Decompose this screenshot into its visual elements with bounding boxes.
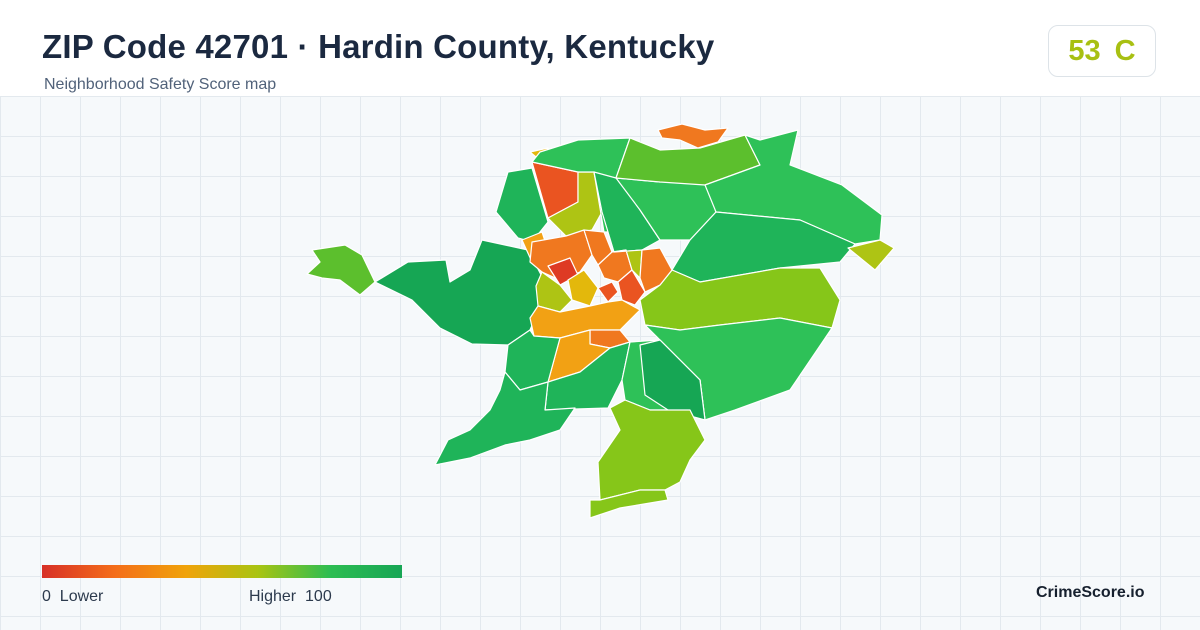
legend-min-value: 0 <box>42 588 51 605</box>
legend-max-label: Higher <box>249 588 297 605</box>
safety-score-badge: 53 C <box>1048 25 1156 77</box>
neighborhood-east-edge[interactable] <box>847 239 895 271</box>
neighborhood-polygons <box>306 123 895 519</box>
neighborhood-south-dark[interactable] <box>639 339 706 421</box>
neighborhood-core-east-orange[interactable] <box>639 247 673 293</box>
neighborhood-core-yellow-b[interactable] <box>567 269 599 307</box>
safety-score-grade: C <box>1114 34 1136 67</box>
neighborhood-core-center-red[interactable] <box>597 281 619 303</box>
page-title: ZIP Code 42701 · Hardin County, Kentucky <box>42 28 715 65</box>
neighborhood-west-far[interactable] <box>374 239 549 346</box>
legend-color-ramp <box>42 565 402 578</box>
legend-max: Higher 100 <box>249 588 332 606</box>
neighborhood-core-yellow-a[interactable] <box>613 249 643 279</box>
legend-max-value: 100 <box>305 588 332 605</box>
legend-min-label: Lower <box>59 588 104 605</box>
page-subtitle: Neighborhood Safety Score map <box>44 76 277 93</box>
header <box>0 0 1200 96</box>
neighborhood-west-spur[interactable] <box>306 244 376 296</box>
neighborhood-east-long[interactable] <box>639 267 841 331</box>
brand-logo-text: CrimeScore.io <box>1036 584 1145 601</box>
neighborhood-core-center-east[interactable] <box>617 269 646 306</box>
neighborhood-southwest-outer[interactable] <box>434 371 576 466</box>
safety-score-value: 53 <box>1068 34 1101 67</box>
legend-min: 0 Lower <box>42 588 103 606</box>
neighborhood-north-orange[interactable] <box>657 123 729 149</box>
neighborhood-south-tip[interactable] <box>589 489 669 519</box>
neighborhood-south-lime[interactable] <box>597 399 706 501</box>
